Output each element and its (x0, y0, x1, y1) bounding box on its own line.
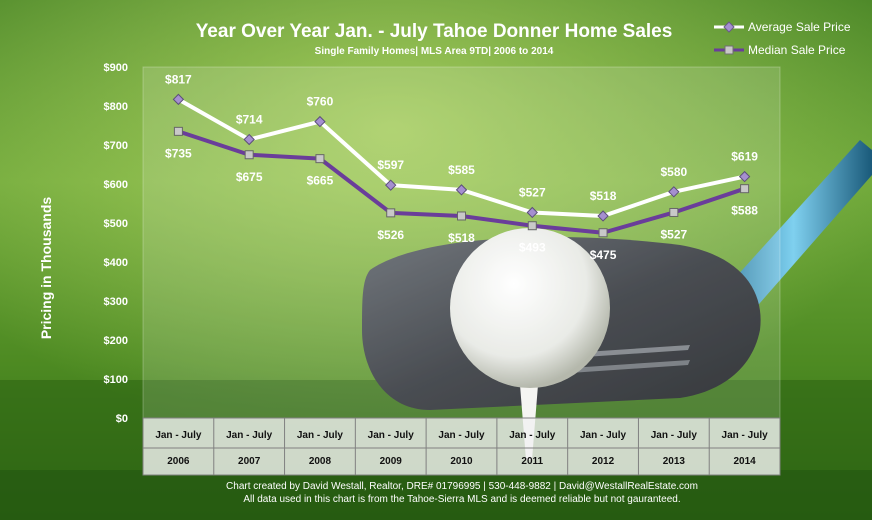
data-point-median (740, 184, 750, 194)
y-tick-label: $800 (104, 101, 128, 113)
data-label-median: $526 (377, 228, 404, 242)
data-label-average: $817 (165, 72, 192, 86)
data-point-average (738, 170, 751, 183)
y-tick-label: $500 (104, 218, 128, 230)
x-category-year: 2007 (238, 456, 261, 467)
x-category-year: 2014 (733, 456, 756, 467)
x-category-period: Jan - July (438, 430, 485, 441)
y-tick-label: $700 (104, 140, 128, 152)
y-axis-ticks: $0 $100 $200 $300 $400 $500 $600 $700 $800 $900 (104, 62, 128, 425)
legend-median-sale-price: Median Sale Price (714, 43, 846, 57)
chart-title: Year Over Year Jan. - July Tahoe Donner … (196, 21, 673, 42)
y-tick-label: $400 (104, 257, 128, 269)
data-point-median (386, 208, 396, 218)
data-point-median (315, 154, 325, 164)
series-layer: $735$675 $665$526 $518$493$475$527$588$817… (165, 72, 758, 261)
x-category-year: 2012 (592, 456, 615, 467)
x-category-period: Jan - July (722, 430, 769, 441)
y-tick-label: $300 (104, 296, 128, 308)
footer-credit: Chart created by David Westall, Realtor,… (226, 481, 698, 492)
data-label-average: $619 (731, 150, 758, 164)
chart-subtitle: Single Family Homes| MLS Area 9TD| 2006 … (315, 46, 554, 57)
legend-label-median: Median Sale Price (748, 43, 846, 57)
square-marker-icon (724, 45, 734, 55)
y-tick-label: $100 (104, 374, 128, 386)
y-tick-label: $200 (104, 335, 128, 347)
x-category-period: Jan - July (297, 430, 344, 441)
data-label-median: $527 (660, 227, 687, 241)
x-category-year: 2013 (663, 456, 686, 467)
data-point-average (597, 210, 609, 222)
data-point-median (527, 221, 537, 231)
x-category-year: 2008 (309, 456, 332, 467)
data-point-median (244, 150, 254, 160)
y-axis-label: Pricing in Thousands (38, 197, 54, 340)
data-label-median: $665 (307, 174, 334, 188)
data-label-median: $735 (165, 146, 192, 160)
x-category-year: 2006 (167, 456, 190, 467)
data-label-median: $675 (236, 170, 263, 184)
data-point-average (172, 93, 185, 106)
data-label-average: $518 (590, 189, 617, 203)
x-category-period: Jan - July (509, 430, 556, 441)
data-point-median (173, 126, 183, 136)
data-label-median: $493 (519, 241, 546, 255)
series-average-sale-price: $817 $714 $760 $597 $585 $527 $518 $580 $619 (165, 72, 758, 222)
data-point-average (385, 179, 397, 191)
x-category-period: Jan - July (580, 430, 627, 441)
data-label-average: $585 (448, 163, 475, 177)
data-label-average: $714 (236, 113, 263, 127)
legend: Average Sale Price Median Sale Price (714, 20, 851, 57)
x-category-year: 2011 (521, 456, 543, 467)
x-category-year: 2009 (380, 456, 403, 467)
data-point-average (668, 186, 680, 198)
x-category-year: 2010 (450, 456, 473, 467)
data-point-median (598, 228, 608, 238)
category-axis-table: Jan - July 2006 Jan - July 2007 Jan - July 20… (142, 417, 781, 476)
series-median-sale-price: $735 $675 $665 $526 $518 $493 $475 $527 $588 (165, 126, 758, 262)
x-category-period: Jan - July (368, 430, 415, 441)
diamond-marker-icon (723, 21, 735, 33)
data-label-average: $597 (377, 158, 404, 172)
data-point-median (457, 211, 466, 221)
x-category-period: Jan - July (226, 430, 273, 441)
legend-average-sale-price: Average Sale Price (714, 20, 851, 34)
data-point-average (243, 133, 255, 146)
category-table-bg (142, 417, 781, 476)
data-label-average: $760 (307, 95, 334, 109)
legend-label-average: Average Sale Price (748, 20, 851, 34)
data-label-average: $527 (519, 185, 546, 199)
y-tick-label: $600 (104, 179, 128, 191)
x-category-period: Jan - July (155, 430, 202, 441)
data-label-median: $518 (448, 231, 475, 245)
x-category-period: Jan - July (651, 430, 698, 441)
data-point-average (455, 184, 468, 196)
footer-disclaimer: All data used in this chart is from the … (243, 494, 680, 505)
y-tick-label: $0 (116, 413, 128, 425)
y-tick-label: $900 (104, 62, 128, 74)
data-point-average (526, 206, 538, 219)
data-point-average (314, 115, 326, 128)
data-point-median (669, 207, 679, 217)
data-label-median: $475 (590, 248, 617, 262)
data-label-average: $580 (660, 165, 687, 179)
data-label-median: $588 (731, 204, 758, 218)
